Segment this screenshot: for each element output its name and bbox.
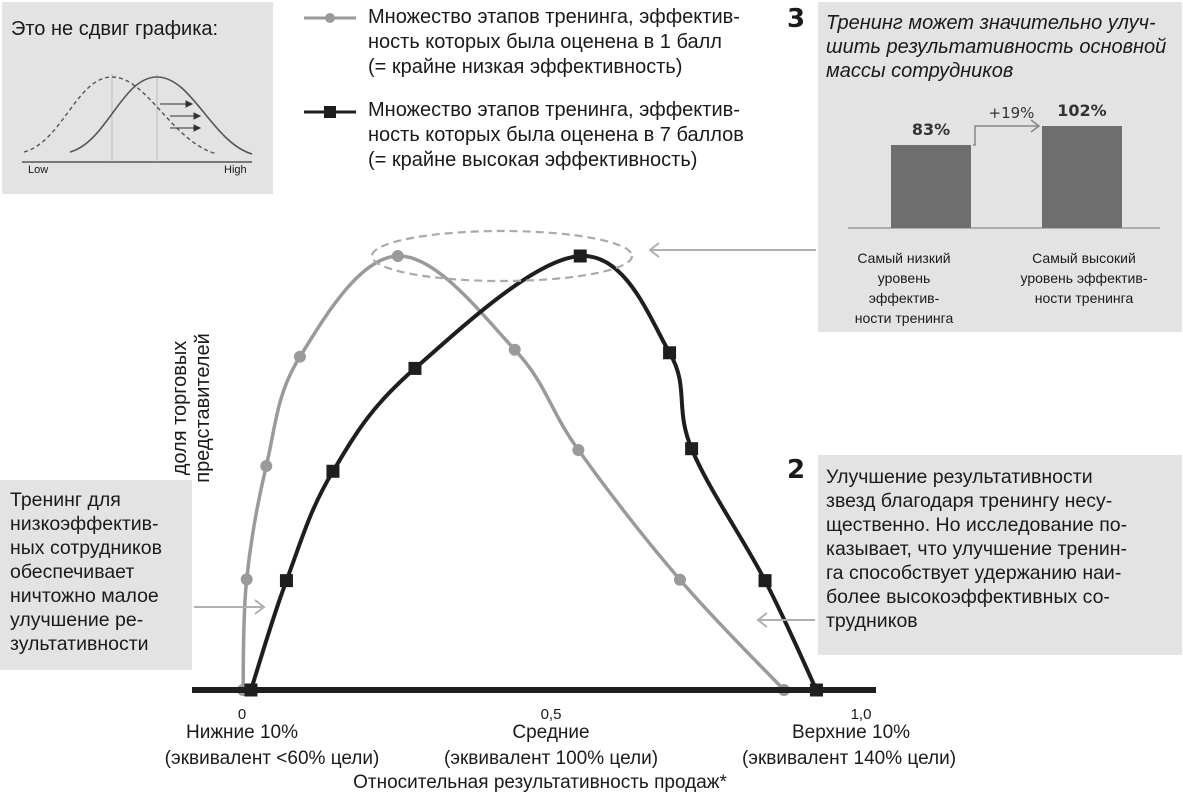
series-1-point bbox=[391, 250, 404, 262]
series-2-point bbox=[244, 683, 258, 697]
series-2-point bbox=[809, 683, 823, 697]
series-2-point bbox=[326, 464, 340, 478]
callout-2-text: Улучшение результативности звезд благода… bbox=[826, 466, 1128, 632]
callout-3-delta-arrowhead bbox=[1030, 119, 1041, 133]
x-tick-sub-1: (эквивалент 100% цели) bbox=[443, 748, 659, 769]
inset-curve-before bbox=[23, 76, 218, 155]
callout-2-number: 2 bbox=[787, 455, 806, 485]
callout-3-panel: Тренинг может значительно улуч- шить рез… bbox=[818, 2, 1182, 332]
series-2-point bbox=[573, 249, 587, 263]
x-tick-value-1: 0,5 bbox=[540, 706, 562, 723]
x-axis-label: Относительная результативность продаж* bbox=[353, 772, 727, 793]
callout-3-bar-2-value: 102% bbox=[1057, 101, 1106, 120]
series-1-line bbox=[241, 254, 786, 692]
series-1-point bbox=[260, 460, 273, 473]
series-2-point bbox=[663, 346, 677, 360]
series-2-point bbox=[685, 442, 699, 456]
inset-shift-panel: Это не сдвиг графика: Low High bbox=[2, 2, 273, 194]
series-1-point bbox=[673, 573, 686, 586]
inset-low-label: Low bbox=[28, 164, 49, 176]
inset-arrows bbox=[160, 100, 202, 132]
series-1-point bbox=[293, 350, 306, 363]
legend-marker-2-square bbox=[304, 106, 356, 118]
callout-3-bar-chart: 83% 102% +19% bbox=[848, 101, 1160, 229]
callout-3-delta-connector bbox=[973, 125, 1038, 146]
callout-3-delta-label: +19% bbox=[989, 104, 1035, 122]
series-1-point bbox=[572, 443, 585, 456]
series-1-point bbox=[508, 343, 521, 356]
x-tick-name-0: Нижние 10% bbox=[185, 722, 299, 743]
x-tick-sub-2: (эквивалент 140% цели) bbox=[741, 748, 957, 769]
x-tick-name-1: Средние bbox=[512, 722, 590, 743]
callout-3-title: Тренинг может значительно улуч- шить рез… bbox=[826, 12, 1167, 82]
callout-3-pointer-arrow bbox=[648, 242, 816, 258]
legend: Множество этапов тренинга, эффектив- нос… bbox=[300, 0, 780, 190]
series-1-point bbox=[237, 684, 249, 696]
callout-1-text: Тренинг для низкоэффектив- ных сотрудник… bbox=[10, 489, 162, 655]
series-1-point bbox=[240, 573, 253, 586]
y-axis-label: доля торговых представителей bbox=[169, 333, 214, 483]
callout-3-number: 3 bbox=[787, 4, 806, 34]
callout-1-pointer-arrow bbox=[194, 599, 266, 615]
callout-3-bar-1-value: 83% bbox=[912, 120, 950, 139]
series-2-point bbox=[408, 361, 422, 375]
x-tick-value-0: 0 bbox=[237, 706, 247, 723]
callout-3-bar-1-label: Самый низкий уровень эффектив- ности тре… bbox=[854, 250, 954, 326]
callout-2-panel: Улучшение результативности звезд благода… bbox=[818, 455, 1182, 655]
peak-highlight-ellipse bbox=[370, 229, 634, 283]
inset-shift-title: Это не сдвиг графика: bbox=[11, 18, 219, 40]
series-2-point bbox=[758, 574, 772, 588]
callout-2-pointer-arrow bbox=[756, 612, 815, 628]
x-tick-value-2: 1,0 bbox=[850, 706, 872, 723]
series-1-point bbox=[778, 684, 791, 696]
legend-marker-1-circle bbox=[304, 13, 356, 23]
x-tick-sub-0: (эквивалент <60% цели) bbox=[164, 748, 380, 769]
inset-shift-graph bbox=[22, 74, 253, 163]
legend-item-2-label: Множество этапов тренинга, эффектив- нос… bbox=[368, 99, 744, 171]
x-tick-name-2: Верхние 10% bbox=[791, 722, 911, 743]
callout-1-panel: Тренинг для низкоэффектив- ных сотрудник… bbox=[0, 480, 192, 670]
inset-curve-after bbox=[69, 76, 253, 155]
callout-3-bar-2 bbox=[1042, 126, 1122, 228]
series-2-point bbox=[279, 574, 293, 588]
legend-item-1-label: Множество этапов тренинга, эффектив- нос… bbox=[368, 6, 740, 78]
callout-3-bar-2-label: Самый высокий уровень эффектив- ности тр… bbox=[1020, 250, 1148, 306]
series-2-line bbox=[249, 253, 819, 691]
callout-3-bar-1 bbox=[891, 145, 971, 228]
inset-high-label: High bbox=[224, 164, 247, 176]
